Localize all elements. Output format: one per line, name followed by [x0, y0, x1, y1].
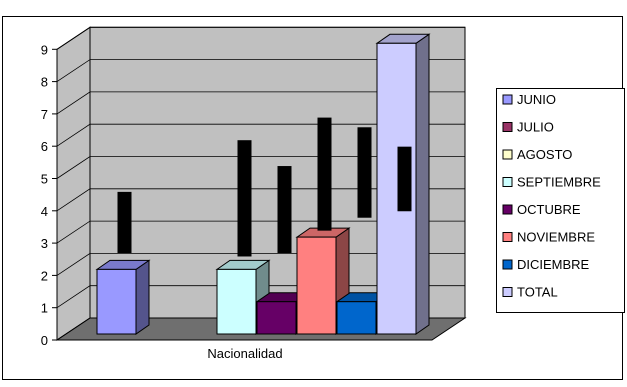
legend-label: JUNIO — [517, 92, 556, 107]
bar-side — [416, 34, 429, 334]
y-tick-label: 4 — [41, 204, 48, 219]
bar-front — [297, 237, 336, 334]
y-tick-label: 1 — [41, 301, 48, 316]
bar-junio — [97, 260, 149, 334]
legend-swatch — [503, 260, 512, 269]
legend-box — [497, 89, 625, 313]
legend-swatch — [503, 95, 512, 104]
bar-side — [136, 260, 149, 334]
legend: JUNIO JULIO AGOSTO SEPTIEMBRE OCTUBRE NOVIEMB… — [497, 89, 625, 313]
error-bar-diciembre — [358, 127, 372, 217]
y-tick-label: 3 — [41, 236, 48, 251]
legend-label: AGOSTO — [517, 147, 572, 162]
legend-label: TOTAL — [517, 285, 558, 300]
y-tick-label: 9 — [41, 42, 48, 57]
legend-swatch — [503, 205, 512, 214]
legend-swatch — [503, 233, 512, 242]
legend-swatch — [503, 178, 512, 187]
legend-swatch — [503, 288, 512, 297]
legend-label: NOVIEMBRE — [517, 230, 595, 245]
y-tick-label: 2 — [41, 268, 48, 283]
legend-swatch — [503, 150, 512, 159]
legend-label: SEPTIEMBRE — [517, 175, 601, 190]
side-wall — [57, 27, 90, 340]
error-bar-junio — [118, 192, 132, 253]
bar-front — [217, 269, 256, 334]
bar-front — [257, 302, 296, 334]
category-label: Nacionalidad — [207, 346, 282, 361]
legend-item-septiembre: SEPTIEMBRE — [503, 175, 601, 190]
legend-label: DICIEMBRE — [517, 257, 590, 272]
error-bar-total — [398, 147, 412, 212]
legend-label: JULIO — [517, 120, 554, 135]
y-tick-label: 5 — [41, 172, 48, 187]
y-tick-label: 6 — [41, 139, 48, 154]
y-tick-label: 0 — [41, 333, 48, 348]
y-tick-label: 8 — [41, 75, 48, 90]
error-bar-octubre — [278, 166, 292, 253]
legend-label: OCTUBRE — [517, 202, 581, 217]
bar-front — [97, 269, 136, 334]
error-bar-noviembre — [318, 118, 332, 231]
y-tick-label: 7 — [41, 107, 48, 122]
plot-area: 0 1 2 3 4 5 6 7 8 9 — [41, 27, 465, 348]
legend-item-noviembre: NOVIEMBRE — [503, 230, 595, 245]
legend-swatch — [503, 123, 512, 132]
error-bar-septiembre — [238, 140, 252, 256]
bar-front — [337, 302, 376, 334]
